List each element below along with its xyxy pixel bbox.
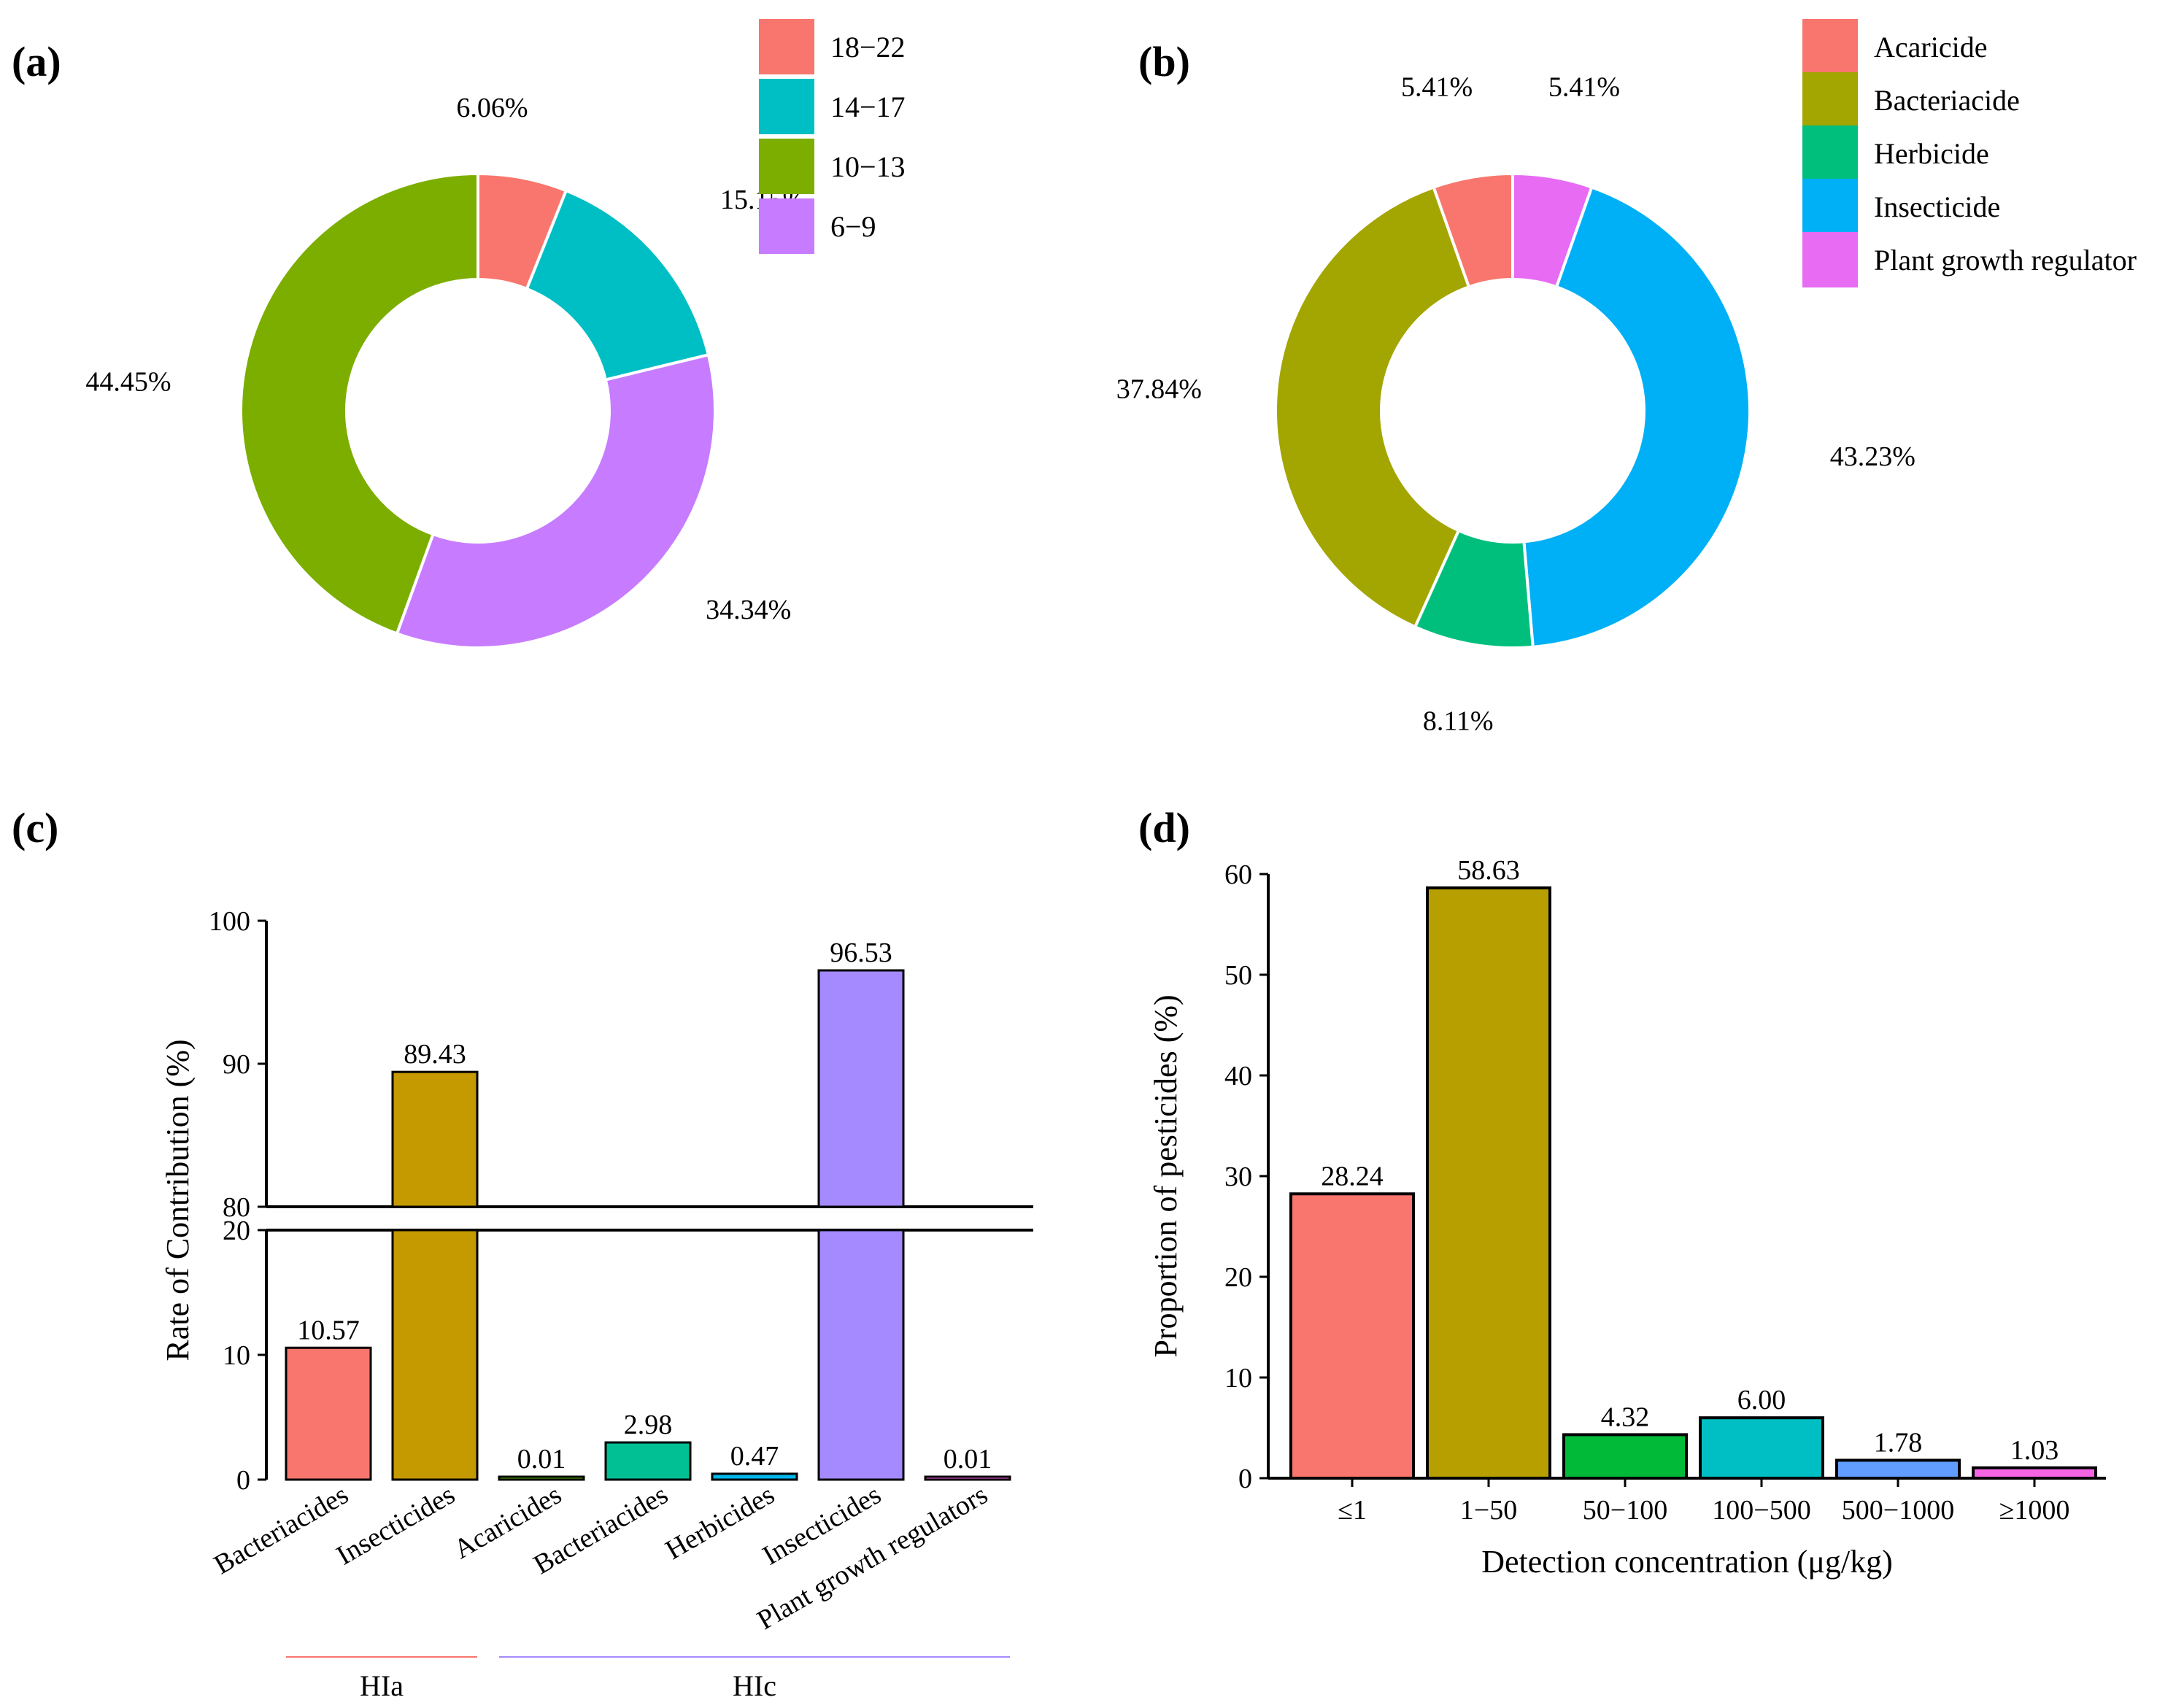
bar-1-50-1: [1426, 886, 1551, 1480]
y-tick-label: 0: [1238, 1464, 1252, 1494]
legend-swatch-10-13: [759, 139, 814, 194]
donut-slice-insecticide: [1522, 185, 1751, 649]
legend-swatch-acaricide: [1802, 19, 1858, 74]
slice-percent-label: 43.23%: [1830, 441, 1915, 472]
slice-percent-label: 8.11%: [1423, 706, 1494, 736]
x-tick-label: 100−500: [1712, 1495, 1810, 1526]
bar-bacteriacides-3: [604, 1441, 692, 1481]
legend-label-plant-growth-regulator: Plant growth regulator: [1874, 244, 2137, 277]
bar-insecticides-1-upper: [391, 1070, 479, 1208]
panel-label-d: (d): [1138, 804, 1190, 851]
donut-slice-14-17: [525, 188, 711, 382]
bar-acaricides-2: [498, 1475, 585, 1481]
x-tick-label: Insecticides: [331, 1479, 460, 1571]
bar-value-label: 1.03: [2010, 1435, 2059, 1466]
bar-value-label: 28.24: [1321, 1161, 1384, 1191]
bar-100-500-3: [1699, 1416, 1824, 1480]
legend-label-6-9: 6−9: [830, 210, 876, 243]
y-tick-label: 20: [223, 1216, 250, 1246]
bar-bacteriacides-0: [285, 1346, 372, 1481]
panel-label-b: (b): [1138, 38, 1190, 85]
y-tick-label: 100: [209, 906, 250, 937]
legend-label-10-13: 10−13: [830, 150, 906, 183]
bar-value-label: 1.78: [1874, 1427, 1923, 1458]
y-tick-label: 10: [1224, 1363, 1252, 1394]
y-tick-label: 10: [223, 1340, 250, 1371]
bar-value-label: 6.00: [1737, 1385, 1786, 1415]
bar-value-label: 0.47: [730, 1441, 779, 1472]
group-label-hic: HIc: [733, 1669, 776, 1702]
legend-swatch-plant-growth-regulator: [1802, 232, 1858, 287]
legend-label-herbicide: Herbicide: [1874, 137, 1989, 170]
bar-plant-growth-regulators-6: [924, 1475, 1011, 1481]
bar-value-label: 89.43: [404, 1039, 466, 1070]
legend-label-acaricide: Acaricide: [1874, 31, 1987, 63]
slice-percent-label: 5.41%: [1401, 72, 1473, 103]
slice-percent-label: 6.06%: [456, 93, 528, 123]
bar-value-label: 96.53: [830, 938, 892, 968]
legend-label-bacteriacide: Bacteriacide: [1874, 84, 2020, 117]
y-tick-label: 80: [223, 1192, 250, 1223]
x-tick-label: 50−100: [1583, 1495, 1667, 1526]
x-axis-title: Detection concentration (μg/kg): [1481, 1544, 1893, 1580]
bar-insecticides-1-lower: [391, 1229, 479, 1481]
y-tick-label: 30: [1224, 1162, 1252, 1192]
x-tick-label: 1−50: [1460, 1495, 1517, 1526]
legend-label-14-17: 14−17: [830, 90, 906, 123]
bar-insecticides-5-upper: [817, 969, 905, 1208]
donut-slice-bacteriacide: [1274, 185, 1471, 629]
bar-1-0: [1289, 1192, 1415, 1480]
bar-herbicides-4: [711, 1472, 798, 1481]
donut-slice-6-9: [395, 352, 717, 649]
panel-label-c: (c): [12, 804, 58, 851]
legend-swatch-18-22: [759, 19, 814, 74]
slice-percent-label: 34.34%: [706, 595, 791, 625]
bar-insecticides-5-lower: [817, 1229, 905, 1481]
donut-chart-a: 6.06%15.15%34.34%44.45%18−2214−1710−136−…: [85, 19, 906, 649]
legend-swatch-bacteriacide: [1802, 72, 1858, 128]
x-tick-label: 500−1000: [1842, 1495, 1954, 1526]
bar-chart-d: 0 10 20 30 40 50 60 28.24 ≤1 58.63 1−50 4.32 50−100 6…: [1148, 855, 2106, 1580]
slice-percent-label: 44.45%: [85, 367, 171, 398]
y-tick-label: 20: [1224, 1262, 1252, 1293]
y-tick-label: 50: [1224, 960, 1252, 991]
bar-value-label: 2.98: [624, 1410, 673, 1440]
donut-slice-acaricide: [1432, 171, 1514, 289]
y-tick-label: 90: [223, 1049, 250, 1080]
bar-value-label: 0.01: [944, 1444, 992, 1475]
slice-percent-label: 37.84%: [1116, 374, 1202, 404]
group-label-hia: HIa: [360, 1669, 404, 1702]
bar-chart-c: 80 90 100 0 10 20 10.57 Bacteriacides 89.43 Insec…: [160, 906, 1033, 1702]
legend-swatch-insecticide: [1802, 179, 1858, 234]
x-tick-label: Bacteriacides: [209, 1479, 353, 1580]
x-tick-label: ≤1: [1338, 1495, 1367, 1526]
donut-slice-10-13: [239, 171, 479, 636]
y-tick-label: 0: [236, 1465, 250, 1496]
bar-value-label: 58.63: [1457, 855, 1520, 886]
bar-value-label: 10.57: [297, 1315, 360, 1345]
y-tick-label: 40: [1224, 1061, 1252, 1091]
y-axis-title: Rate of Contribution (%): [160, 1039, 196, 1361]
y-tick-label: 60: [1224, 859, 1252, 890]
y-axis-title: Proportion of pesticides (%): [1148, 994, 1184, 1357]
legend-label-insecticide: Insecticide: [1874, 190, 2000, 223]
legend-swatch-6-9: [759, 198, 814, 254]
legend-label-18-22: 18−22: [830, 31, 906, 63]
legend-swatch-herbicide: [1802, 125, 1858, 181]
bar-1000-5: [1972, 1466, 2097, 1480]
x-tick-label: ≥1000: [1999, 1495, 2070, 1526]
panel-label-a: (a): [12, 38, 61, 85]
bar-value-label: 4.32: [1601, 1402, 1650, 1432]
bar-50-100-2: [1562, 1433, 1688, 1480]
bar-value-label: 0.01: [517, 1444, 566, 1475]
bar-500-1000-4: [1835, 1458, 1961, 1480]
donut-chart-b: 5.41% 43.23% 8.11% 37.84% 5.41% Acaricide Bact…: [1116, 19, 2137, 736]
legend-swatch-14-17: [759, 79, 814, 134]
slice-percent-label: 5.41%: [1548, 72, 1620, 103]
